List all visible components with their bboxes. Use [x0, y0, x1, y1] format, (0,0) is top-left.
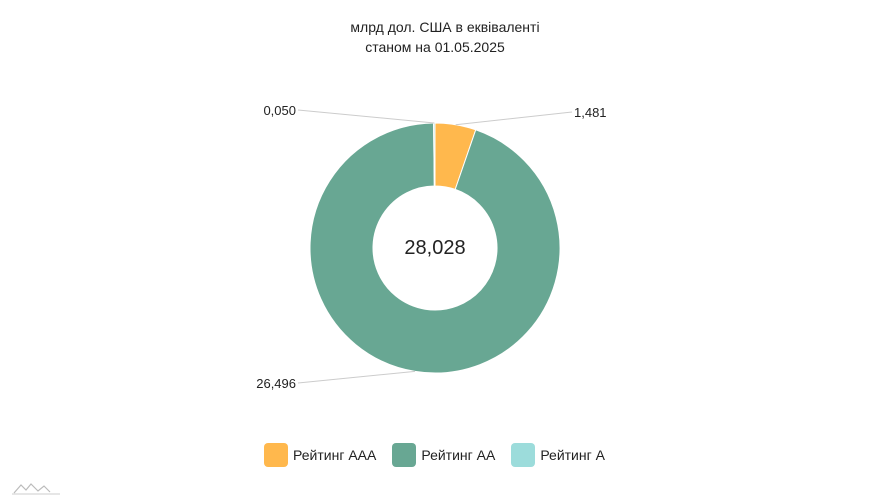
slice-aa[interactable]	[309, 122, 561, 374]
legend-label-aaa: Рейтинг ААА	[293, 447, 377, 463]
legend-label-a: Рейтинг А	[540, 447, 605, 463]
connector-aa	[297, 370, 416, 384]
data-label-aa: 26,496	[256, 376, 296, 391]
chart-legend: Рейтинг ААА Рейтинг АА Рейтинг А	[0, 443, 869, 467]
connector-aaa	[455, 111, 573, 126]
slice-a[interactable]	[433, 122, 436, 187]
legend-swatch-aa	[392, 443, 417, 467]
chart-title-line2: станом на 01.05.2025	[365, 39, 505, 55]
legend-item-aa[interactable]: Рейтинг АА	[392, 443, 495, 467]
legend-swatch-a	[511, 443, 536, 467]
chart-title-line1: млрд дол. США в еквіваленті	[350, 19, 539, 35]
logo-icon	[12, 483, 60, 495]
legend-swatch-aaa	[264, 443, 289, 467]
legend-label-aa: Рейтинг АА	[421, 447, 496, 463]
center-total-label: 28,028	[404, 237, 465, 259]
legend-item-a[interactable]: Рейтинг А	[511, 443, 605, 467]
data-label-a: 0,050	[263, 103, 296, 118]
legend-item-aaa[interactable]: Рейтинг ААА	[264, 443, 376, 467]
label-connectors	[297, 109, 573, 384]
data-labels: 1,481 26,496 0,050	[256, 103, 606, 391]
data-label-aaa: 1,481	[574, 105, 607, 120]
donut-slices	[309, 122, 561, 374]
connector-a	[297, 109, 435, 124]
